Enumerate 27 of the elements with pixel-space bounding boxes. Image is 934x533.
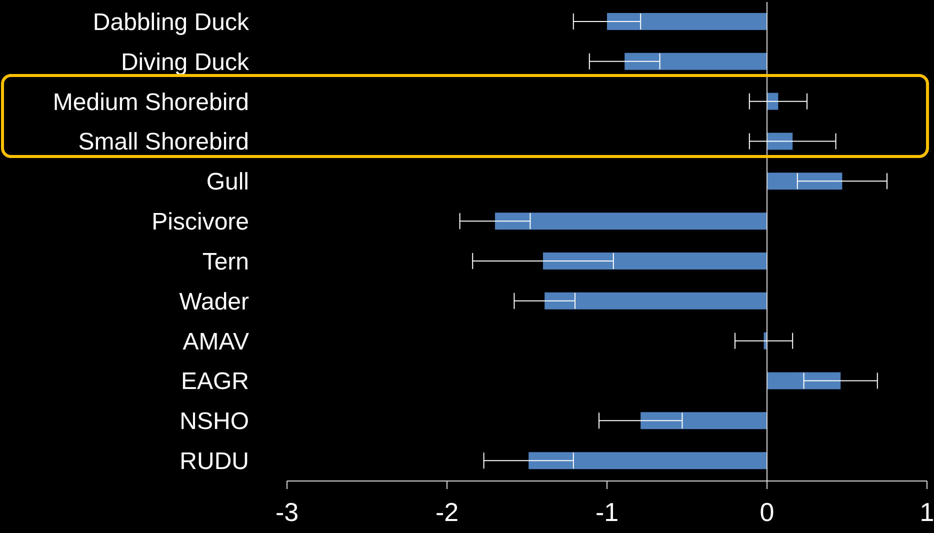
y-tick-label: AMAV (182, 328, 249, 356)
bar (607, 13, 767, 30)
y-tick-label: RUDU (180, 448, 249, 476)
bar (544, 292, 767, 310)
bar (767, 132, 793, 150)
y-tick-label: Wader (179, 288, 250, 316)
x-tick-label: 0 (760, 497, 774, 527)
bar (767, 372, 841, 390)
x-tick-label: 1 (920, 497, 934, 527)
bar (640, 412, 767, 430)
y-tick-label: Diving Duck (120, 48, 250, 76)
bar (495, 212, 767, 230)
y-tick-label: Tern (202, 248, 249, 276)
x-tick-label: -2 (435, 497, 459, 527)
x-tick-label: -3 (275, 497, 299, 527)
y-tick-label: EAGR (180, 368, 249, 396)
y-tick-label: Piscivore (152, 208, 249, 236)
bar (624, 52, 767, 70)
y-tick-label: NSHO (180, 408, 249, 436)
bar (767, 172, 842, 190)
x-tick-label: -1 (595, 497, 619, 527)
bar (543, 252, 767, 270)
bar (528, 452, 767, 470)
y-tick-label: Small Shorebird (78, 128, 249, 156)
y-tick-label: Dabbling Duck (92, 8, 250, 36)
y-tick-label: Gull (206, 168, 249, 196)
y-tick-label: Medium Shorebird (52, 88, 249, 116)
